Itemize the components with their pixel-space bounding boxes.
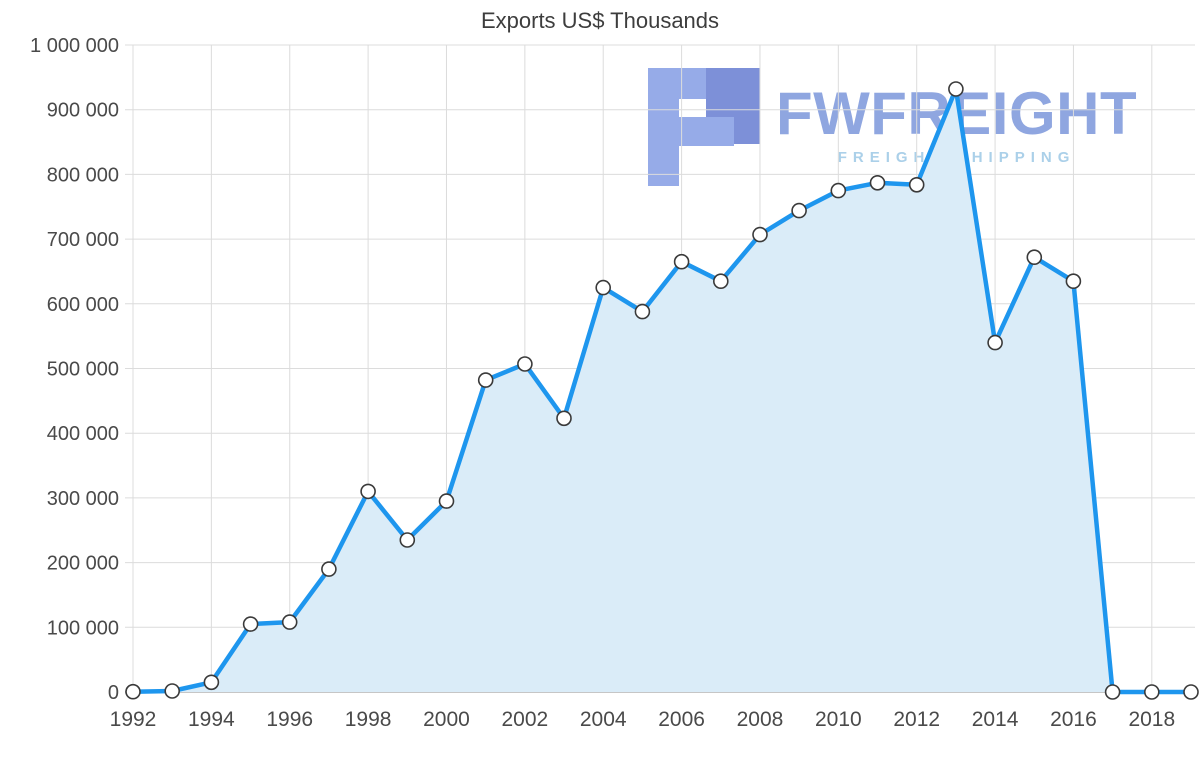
data-point-marker <box>987 334 1003 351</box>
series-area-fill <box>133 89 1191 692</box>
y-axis-tick-label: 200 000 <box>47 553 119 575</box>
x-axis-tick-label: 1992 <box>110 708 157 731</box>
y-axis-tick-label: 0 <box>108 682 119 704</box>
x-axis-tick-label: 2012 <box>893 708 940 731</box>
y-axis-tick-label: 100 000 <box>47 617 119 639</box>
x-axis-tick-label: 2014 <box>972 708 1019 731</box>
data-point-marker <box>399 532 416 548</box>
y-axis-tick-label: 400 000 <box>47 423 119 445</box>
x-axis-tick-label: 2016 <box>1050 708 1097 731</box>
y-axis-tick-label: 700 000 <box>47 229 119 251</box>
data-point-marker <box>752 226 768 243</box>
x-axis-tick-label: 2002 <box>501 708 548 731</box>
data-point-marker <box>869 175 886 191</box>
x-axis-tick-label: 1994 <box>188 708 235 731</box>
data-point-marker <box>281 614 298 630</box>
data-point-marker <box>242 616 259 632</box>
y-axis-tick-label: 600 000 <box>47 294 119 316</box>
x-axis-tick-label: 2006 <box>658 708 705 731</box>
data-point-marker <box>438 493 455 509</box>
x-axis-tick-label: 2018 <box>1128 708 1175 731</box>
x-axis-tick-label: 1998 <box>345 708 392 731</box>
fwfreight-logo-icon <box>648 68 760 186</box>
data-point-marker <box>477 372 494 388</box>
data-point-marker <box>595 279 612 296</box>
data-point-marker <box>1104 684 1121 700</box>
data-point-marker <box>360 483 376 500</box>
y-axis-tick-label: 1 000 000 <box>30 35 119 57</box>
data-point-marker <box>712 273 729 290</box>
data-point-marker <box>556 410 572 427</box>
data-point-marker <box>1026 249 1043 266</box>
x-axis-tick-label: 1996 <box>266 708 313 731</box>
data-point-marker <box>673 253 690 270</box>
data-point-marker <box>203 674 220 691</box>
data-point-marker <box>1065 273 1082 290</box>
data-point-marker <box>517 356 533 372</box>
x-axis-tick-label: 2010 <box>815 708 862 731</box>
data-point-marker <box>908 177 925 193</box>
data-point-marker <box>948 81 964 97</box>
data-point-marker <box>321 561 337 577</box>
data-point-marker <box>164 683 180 699</box>
x-axis-tick-label: 2000 <box>423 708 470 731</box>
series-line <box>130 86 1194 695</box>
x-axis-tick-label: 2008 <box>737 708 784 731</box>
chart-title: Exports US$ Thousands <box>480 8 720 33</box>
data-point-marker <box>830 182 847 199</box>
data-point-marker <box>791 202 807 219</box>
x-axis-tick-label: 2004 <box>580 708 627 731</box>
data-point-marker <box>1183 684 1199 700</box>
y-axis-tick-label: 800 000 <box>47 164 119 186</box>
data-point-marker <box>634 303 651 320</box>
y-axis-tick-label: 500 000 <box>47 359 119 381</box>
data-point-marker <box>1144 684 1160 700</box>
y-axis-tick-label: 300 000 <box>47 488 119 510</box>
data-point-marker <box>125 683 141 700</box>
y-axis-tick-label: 900 000 <box>47 100 119 122</box>
